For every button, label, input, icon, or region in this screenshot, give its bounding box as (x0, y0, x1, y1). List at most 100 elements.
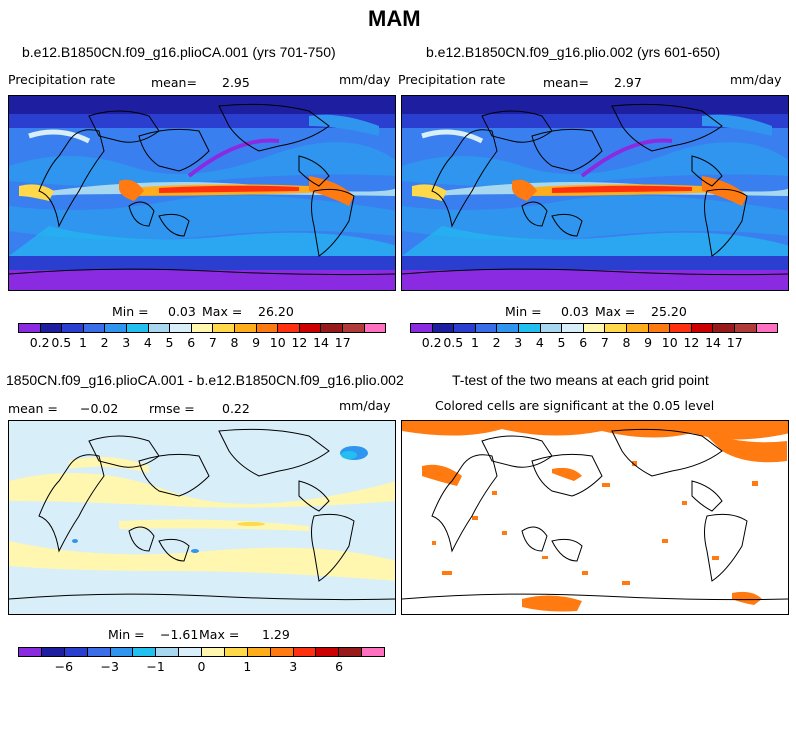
colorbar-tick-label: 12 (291, 335, 308, 350)
panel1-max-value: 26.20 (258, 304, 294, 319)
colorbar-swatch (213, 324, 235, 332)
colorbar-swatch (278, 324, 300, 332)
colorbar-swatch (299, 324, 322, 332)
colorbar-swatch (19, 324, 41, 332)
panel1-max-label: Max = (202, 304, 243, 319)
colorbar-tick-label: 6 (579, 335, 588, 350)
panel1-map-svg (9, 96, 395, 290)
colorbar-swatch (316, 648, 340, 656)
panel3-map-svg (9, 428, 395, 601)
colorbar-tick-label: 5 (557, 335, 566, 350)
panel1-mean-label: mean= (151, 75, 197, 90)
colorbar-tick-label: 17 (726, 335, 743, 350)
colorbar-swatch (432, 324, 455, 332)
colorbar-tick-label: 8 (622, 335, 631, 350)
colorbar-tick-label: 8 (230, 335, 239, 350)
panel1-colorbar-ticks: 0.2 0.5 1 2 3 4 5 6 7 8 9 10 12 14 17 (18, 335, 386, 351)
colorbar-swatch (170, 324, 192, 332)
colorbar-tick-label: 0.5 (443, 335, 464, 350)
panel1-subtitle: b.e12.B1850CN.f09_g16.plioCA.001 (yrs 70… (22, 44, 336, 60)
colorbar-swatch (454, 324, 476, 332)
panel1-min-value: 0.03 (168, 304, 196, 319)
panel4-subtitle: T-test of the two means at each grid poi… (452, 372, 709, 388)
colorbar-swatch (40, 324, 63, 332)
colorbar-tick-label: 2 (492, 335, 501, 350)
colorbar-tick-label: 4 (143, 335, 152, 350)
panel2-mean-value: 2.97 (614, 75, 642, 90)
panel3-rmse-label: rmse = (149, 401, 195, 416)
panel3-mean-label: mean = (8, 401, 58, 416)
colorbar-swatch (62, 324, 84, 332)
panel2-max-label: Max = (595, 304, 636, 319)
colorbar-tick-label: 7 (208, 335, 217, 350)
panel1-field-label: Precipitation rate (8, 72, 116, 87)
colorbar-swatch (256, 324, 279, 332)
colorbar-swatch (126, 324, 149, 332)
colorbar-swatch (156, 648, 180, 656)
colorbar-swatch (518, 324, 541, 332)
colorbar-swatch (148, 324, 171, 332)
panel3-units: mm/day (339, 398, 391, 413)
colorbar-swatch (562, 324, 584, 332)
colorbar-swatch (19, 648, 42, 656)
colorbar-swatch (364, 324, 386, 332)
panel3-max-value: 1.29 (262, 627, 290, 642)
colorbar-tick-label: 10 (269, 335, 286, 350)
colorbar-tick-label: −6 (54, 659, 74, 674)
colorbar-tick-label: 1 (78, 335, 87, 350)
colorbar-tick-label: 14 (313, 335, 329, 350)
colorbar-swatch (362, 648, 384, 656)
colorbar-swatch (87, 648, 111, 656)
colorbar-swatch (41, 648, 65, 656)
panel4-note: Colored cells are significant at the 0.0… (435, 398, 715, 413)
colorbar-swatch (670, 324, 692, 332)
panel3-difference-map (8, 420, 396, 615)
panel1-mean-value: 2.95 (222, 75, 250, 90)
panel2-colorbar-ticks: 0.2 0.5 1 2 3 4 5 6 7 8 9 10 12 14 17 (410, 335, 778, 351)
colorbar-swatch (191, 324, 214, 332)
colorbar-tick-label: 0 (197, 659, 206, 674)
colorbar-tick-label: 12 (683, 335, 700, 350)
colorbar-swatch (756, 324, 778, 332)
colorbar-swatch (583, 324, 606, 332)
panel3-mean-value: −0.02 (80, 401, 119, 416)
colorbar-swatch (293, 648, 317, 656)
panel4-significance-map (401, 420, 789, 615)
panel2-colorbar (410, 323, 778, 333)
colorbar-tick-label: 14 (705, 335, 721, 350)
colorbar-tick-label: 17 (334, 335, 351, 350)
panel2-precip-map (401, 95, 789, 291)
colorbar-tick-label: 1 (243, 659, 252, 674)
colorbar-tick-label: 0.2 (421, 335, 442, 350)
colorbar-swatch (475, 324, 498, 332)
colorbar-swatch (734, 324, 757, 332)
panel3-rmse-value: 0.22 (222, 401, 250, 416)
panel2-max-value: 25.20 (651, 304, 687, 319)
colorbar-tick-label: 6 (187, 335, 196, 350)
colorbar-swatch (202, 648, 225, 656)
colorbar-swatch (105, 324, 127, 332)
colorbar-swatch (605, 324, 627, 332)
colorbar-tick-label: 5 (165, 335, 174, 350)
panel3-min-value: −1.61 (160, 627, 199, 642)
panel1-units: mm/day (339, 72, 391, 87)
colorbar-swatch (342, 324, 365, 332)
panel2-mean-label: mean= (543, 75, 589, 90)
colorbar-tick-label: 2 (100, 335, 109, 350)
colorbar-swatch (321, 324, 343, 332)
panel1-precip-map (8, 95, 396, 291)
colorbar-tick-label: 3 (122, 335, 131, 350)
panel3-colorbar-ticks: −6 −3 −1 0 1 3 6 (18, 659, 385, 675)
colorbar-swatch (64, 648, 88, 656)
colorbar-tick-label: −1 (146, 659, 165, 674)
colorbar-tick-label: 6 (335, 659, 344, 674)
colorbar-swatch (247, 648, 271, 656)
panel3-min-label: Min = (108, 627, 145, 642)
colorbar-tick-label: 9 (644, 335, 653, 350)
colorbar-swatch (133, 648, 157, 656)
colorbar-swatch (339, 648, 363, 656)
colorbar-tick-label: 1 (470, 335, 479, 350)
colorbar-swatch (83, 324, 106, 332)
panel1-colorbar (18, 323, 386, 333)
panel2-subtitle: b.e12.B1850CN.f09_g16.plio.002 (yrs 601-… (426, 44, 721, 60)
